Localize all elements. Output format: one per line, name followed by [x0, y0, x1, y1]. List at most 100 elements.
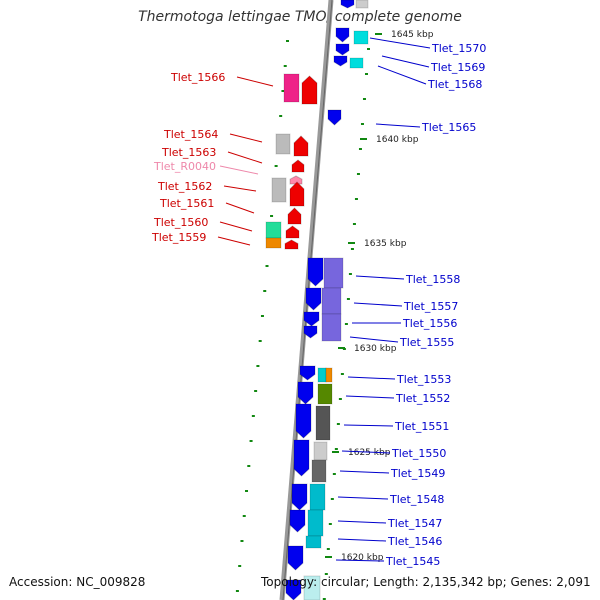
gene-label-tlet-1558[interactable]: Tlet_1558 — [405, 273, 460, 286]
scale-tick — [270, 215, 274, 217]
gene-feature[interactable] — [353, 30, 369, 45]
gene-forward[interactable] — [299, 365, 316, 381]
gene-label-tlet-1552[interactable]: Tlet_1552 — [395, 392, 450, 405]
gene-label-tlet-1551[interactable]: Tlet_1551 — [394, 420, 449, 433]
scale-tick — [279, 115, 283, 117]
scale-tick — [338, 398, 342, 400]
gene-feature[interactable] — [323, 257, 344, 289]
gene-forward[interactable] — [303, 325, 318, 339]
gene-label-tlet-r0040[interactable]: Tlet_R0040 — [153, 160, 216, 173]
scale-tick — [256, 365, 260, 367]
gene-feature[interactable] — [307, 509, 324, 537]
gene-feature[interactable] — [309, 483, 326, 511]
gene-reverse[interactable] — [284, 239, 299, 250]
scale-tick — [247, 465, 251, 467]
gene-forward[interactable] — [303, 311, 320, 327]
gene-forward[interactable] — [305, 287, 322, 311]
gene-label-tlet-1565[interactable]: Tlet_1565 — [421, 121, 476, 134]
label-leader — [345, 395, 395, 399]
label-leader — [229, 133, 263, 143]
gene-reverse[interactable] — [285, 225, 300, 239]
gene-label-tlet-1548[interactable]: Tlet_1548 — [389, 493, 444, 506]
scale-tick — [354, 198, 358, 200]
gene-forward[interactable] — [335, 27, 350, 43]
gene-feature[interactable] — [317, 367, 327, 383]
gene-feature[interactable] — [311, 459, 327, 483]
kbp-marker-label: 1645 kbp — [391, 30, 434, 40]
gene-forward[interactable] — [291, 483, 308, 511]
scale-tick — [238, 565, 242, 567]
gene-label-tlet-1564[interactable]: Tlet_1564 — [163, 128, 218, 141]
label-leader — [353, 302, 403, 307]
gene-forward[interactable] — [289, 509, 306, 533]
gene-feature[interactable] — [313, 441, 328, 461]
gene-label-tlet-1547[interactable]: Tlet_1547 — [387, 517, 442, 530]
scale-tick — [360, 123, 364, 125]
label-leader — [217, 236, 251, 246]
gene-forward[interactable] — [287, 545, 304, 571]
scale-tick — [367, 48, 370, 50]
label-leader — [369, 37, 431, 49]
gene-feature[interactable] — [317, 383, 333, 405]
gene-feature[interactable] — [355, 0, 369, 9]
gene-label-tlet-1557[interactable]: Tlet_1557 — [403, 300, 458, 313]
gene-feature[interactable] — [265, 237, 282, 249]
gene-reverse[interactable] — [287, 207, 302, 225]
gene-feature[interactable] — [275, 133, 291, 155]
gene-forward[interactable] — [295, 403, 312, 439]
gene-reverse[interactable] — [289, 181, 305, 207]
gene-reverse[interactable] — [301, 75, 318, 105]
gene-forward[interactable] — [327, 109, 342, 126]
gene-forward[interactable] — [293, 439, 310, 477]
gene-label-tlet-1550[interactable]: Tlet_1550 — [391, 447, 446, 460]
gene-rna[interactable] — [289, 175, 303, 185]
gene-reverse[interactable] — [293, 135, 309, 157]
gene-feature[interactable] — [325, 367, 333, 383]
gene-forward[interactable] — [340, 0, 355, 9]
gene-feature[interactable] — [303, 575, 321, 600]
scale-tick — [263, 290, 267, 292]
label-leader — [223, 185, 257, 192]
label-leader — [355, 275, 405, 280]
gene-label-tlet-1553[interactable]: Tlet_1553 — [396, 373, 451, 386]
gene-label-tlet-1563[interactable]: Tlet_1563 — [161, 146, 216, 159]
gene-label-tlet-1569[interactable]: Tlet_1569 — [430, 61, 485, 74]
gene-forward[interactable] — [333, 55, 348, 67]
gene-forward[interactable] — [335, 43, 350, 56]
gene-label-tlet-1562[interactable]: Tlet_1562 — [157, 180, 212, 193]
gene-feature[interactable] — [321, 313, 342, 342]
gene-feature[interactable] — [315, 405, 331, 441]
scale-tick — [254, 390, 258, 392]
gene-label-tlet-1549[interactable]: Tlet_1549 — [390, 467, 445, 480]
scale-tick — [330, 498, 334, 500]
gene-forward[interactable] — [307, 257, 324, 287]
gene-forward[interactable] — [297, 381, 314, 405]
gene-label-tlet-1545[interactable]: Tlet_1545 — [385, 555, 440, 568]
gene-label-tlet-1559[interactable]: Tlet_1559 — [151, 231, 206, 244]
gene-feature[interactable] — [349, 57, 364, 69]
gene-feature[interactable] — [265, 221, 282, 239]
gene-feature[interactable] — [271, 177, 287, 203]
gene-label-tlet-1556[interactable]: Tlet_1556 — [402, 317, 457, 330]
gene-label-tlet-1546[interactable]: Tlet_1546 — [387, 535, 442, 548]
scale-tick — [344, 323, 348, 325]
gene-feature[interactable] — [283, 73, 300, 103]
gene-label-tlet-1555[interactable]: Tlet_1555 — [399, 336, 454, 349]
label-leader — [341, 450, 391, 454]
gene-forward[interactable] — [285, 579, 302, 600]
scale-tick — [328, 523, 332, 525]
gene-label-tlet-1566[interactable]: Tlet_1566 — [170, 71, 225, 84]
kbp-tick — [375, 33, 382, 35]
gene-label-tlet-1561[interactable]: Tlet_1561 — [159, 197, 214, 210]
gene-feature[interactable] — [321, 287, 342, 315]
gene-label-tlet-1570[interactable]: Tlet_1570 — [431, 42, 486, 55]
kbp-marker-label: 1625 kbp — [348, 448, 391, 458]
gene-label-tlet-1560[interactable]: Tlet_1560 — [153, 216, 208, 229]
gene-feature[interactable] — [305, 535, 322, 549]
kbp-tick — [325, 556, 332, 558]
gene-reverse[interactable] — [291, 159, 305, 173]
gene-label-tlet-1568[interactable]: Tlet_1568 — [427, 78, 482, 91]
label-leader — [343, 424, 394, 427]
kbp-tick — [332, 451, 339, 453]
